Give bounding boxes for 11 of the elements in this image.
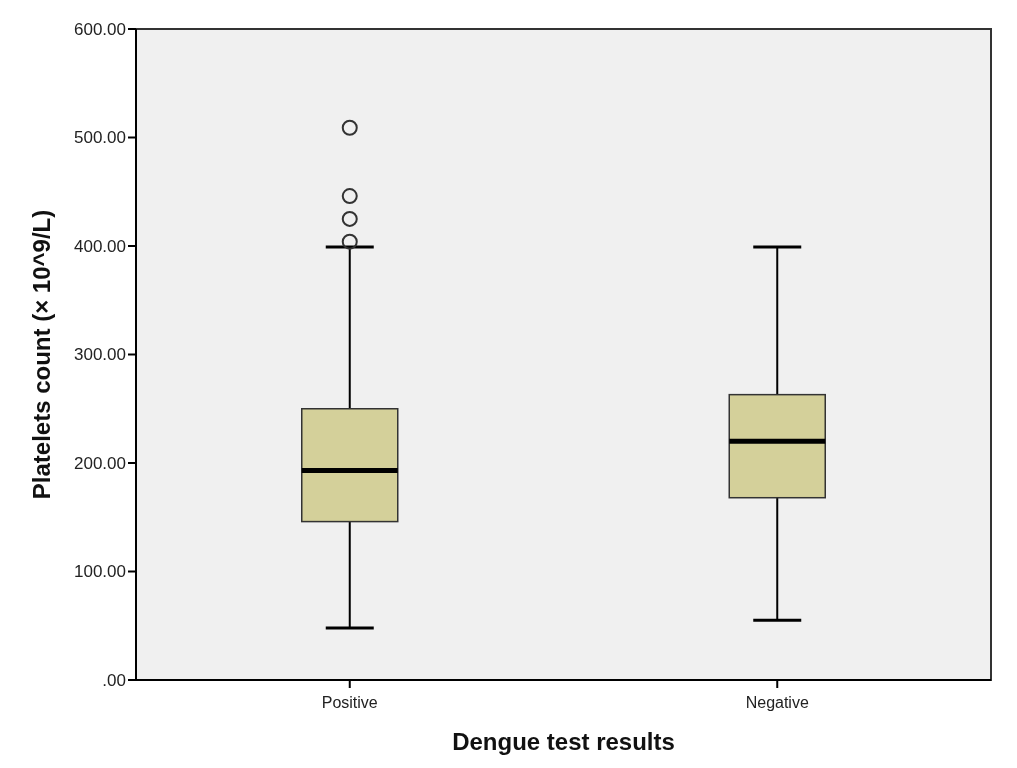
x-tick-label: Negative <box>745 694 809 711</box>
y-axis-title: Platelets count (× 10^9/L) <box>28 209 55 500</box>
y-tick-label: 500.00 <box>74 128 126 148</box>
y-tick-label: 400.00 <box>74 236 126 256</box>
y-tick-label: 200.00 <box>74 453 126 473</box>
x-axis-title: Dengue test results <box>452 728 675 755</box>
y-tick-label: 100.00 <box>74 562 126 582</box>
y-tick-label: 300.00 <box>74 345 126 365</box>
y-tick-label: .00 <box>102 670 126 690</box>
y-tick-label: 600.00 <box>74 19 126 39</box>
x-tick-label: Positive <box>321 694 378 711</box>
